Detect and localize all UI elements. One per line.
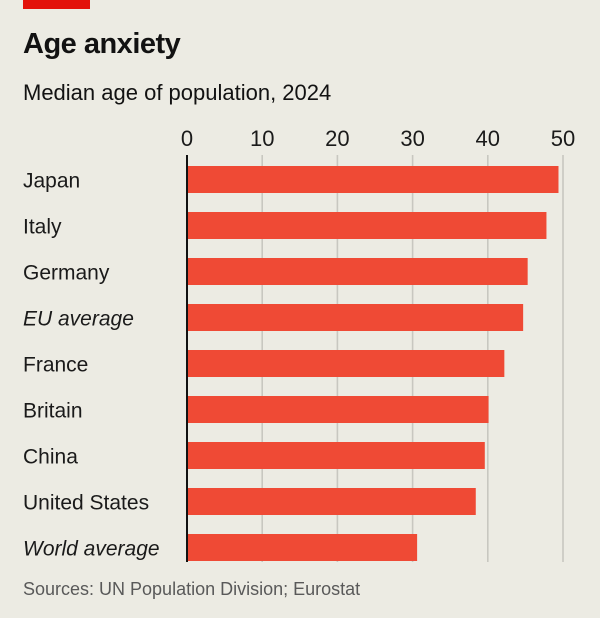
bar-eu-average	[187, 304, 524, 331]
x-tick-label: 0	[181, 126, 193, 151]
bars	[187, 166, 559, 561]
bar-china	[187, 442, 485, 469]
x-tick-label: 40	[476, 126, 500, 151]
brand-red-tag	[23, 0, 90, 9]
category-label: World average	[23, 538, 160, 561]
x-tick-label: 10	[250, 126, 274, 151]
x-axis-ticks: 0 10 20 30 40 50	[181, 126, 575, 151]
bar-britain	[187, 396, 489, 423]
bar-japan	[187, 166, 559, 193]
x-tick-label: 50	[551, 126, 575, 151]
x-tick-label: 30	[400, 126, 424, 151]
bar-france	[187, 350, 505, 377]
category-label: France	[23, 354, 88, 377]
bar-germany	[187, 258, 528, 285]
bar-italy	[187, 212, 547, 239]
category-label: Italy	[23, 216, 62, 239]
bar-united-states	[187, 488, 476, 515]
x-tick-label: 20	[325, 126, 349, 151]
category-label: EU average	[23, 308, 134, 331]
category-label: China	[23, 446, 78, 469]
chart-subtitle: Median age of population, 2024	[23, 80, 332, 105]
chart-title: Age anxiety	[23, 28, 181, 60]
category-label: Japan	[23, 170, 80, 193]
category-label: United States	[23, 492, 149, 515]
source-note: Sources: UN Population Division; Eurosta…	[23, 579, 361, 599]
category-label: Britain	[23, 400, 83, 423]
category-label: Germany	[23, 262, 110, 285]
category-labels: Japan Italy Germany EU average France Britain…	[23, 170, 160, 561]
bar-world-average	[187, 534, 418, 561]
